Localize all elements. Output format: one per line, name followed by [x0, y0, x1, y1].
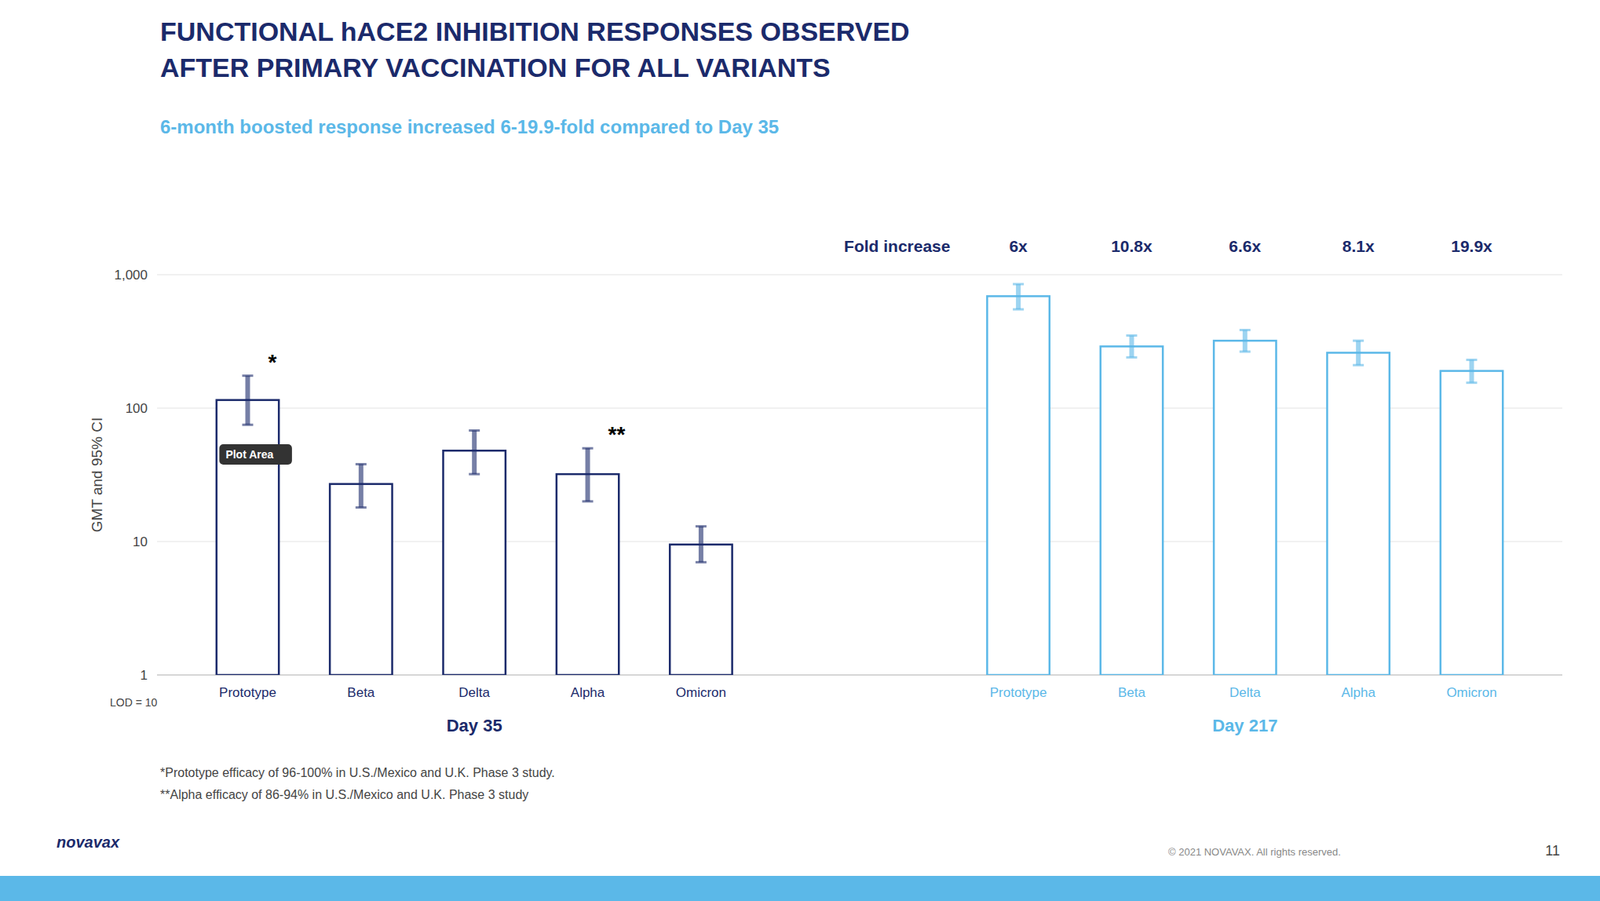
error-bar-cap — [1239, 350, 1251, 354]
bar — [442, 450, 505, 676]
fold-value: 6x — [1008, 237, 1028, 256]
error-bar-stem — [698, 526, 704, 563]
error-bar-stem — [1128, 336, 1134, 358]
y-axis-label: GMT and 95% CI — [88, 417, 106, 533]
fold-value: 19.9x — [1450, 237, 1493, 256]
annotation: ** — [608, 422, 626, 447]
tooltip-text: Plot Area — [225, 448, 274, 461]
x-tick-label: Beta — [1117, 685, 1147, 701]
error-bar-stem — [358, 463, 364, 508]
tooltip-box — [219, 444, 293, 465]
copyright: © 2021 NOVAVAX. All rights reserved. — [1168, 846, 1341, 859]
title: AFTER PRIMARY VACCINATION FOR ALL VARIAN… — [160, 52, 831, 83]
footnote: **Alpha efficacy of 86-94% in U.S./Mexic… — [160, 788, 529, 802]
footnote: *Prototype efficacy of 96-100% in U.S./M… — [160, 766, 556, 780]
bar — [1100, 346, 1163, 676]
x-tick-label: Omicron — [1446, 685, 1497, 701]
grid — [157, 274, 1563, 676]
chart: FUNCTIONAL hACE2 INHIBITION RESPONSES OB… — [0, 0, 1600, 901]
error-bar-cap — [468, 473, 480, 476]
x-tick-label: Prototype — [989, 685, 1048, 701]
tooltip: Plot Area — [219, 444, 293, 465]
group-label: Day 35 — [446, 715, 503, 736]
x-tick-label: Delta — [1229, 685, 1261, 701]
error-bar-stem — [1469, 360, 1475, 384]
error-bar — [1239, 329, 1251, 352]
error-bar-cap — [1125, 334, 1137, 337]
y-tick-label: 10 — [132, 534, 148, 550]
error-bar — [695, 526, 707, 563]
title: FUNCTIONAL hACE2 INHIBITION RESPONSES OB… — [160, 16, 910, 47]
error-bar-stem — [244, 376, 250, 426]
error-bar-cap — [468, 429, 480, 432]
error-bar-cap — [1466, 358, 1478, 362]
error-bar-cap — [1466, 381, 1478, 384]
group-label: Day 217 — [1212, 715, 1278, 736]
bar — [986, 295, 1049, 676]
background — [0, 0, 1600, 901]
error-bar — [468, 430, 480, 475]
error-bar-cap — [1012, 282, 1024, 285]
bar — [1440, 371, 1503, 676]
error-bar — [1012, 284, 1024, 310]
error-bar — [582, 448, 594, 502]
x-tick-label: Alpha — [1340, 685, 1376, 701]
error-bar-cap — [582, 500, 594, 503]
fold-label: Fold increase — [843, 237, 950, 256]
x-tick-label: Delta — [458, 685, 490, 701]
error-bar-cap — [355, 506, 367, 509]
error-bar — [1125, 336, 1137, 358]
error-bar-stem — [1015, 284, 1021, 310]
error-bar-cap — [355, 463, 367, 466]
logo: novavax — [56, 833, 121, 852]
error-bar-cap — [241, 423, 253, 427]
error-bar-cap — [1352, 339, 1364, 343]
error-bar-stem — [471, 430, 477, 475]
y-tick-label: 1 — [140, 668, 148, 684]
x-tick-label: Alpha — [570, 685, 606, 701]
page-number: 11 — [1545, 843, 1560, 859]
bar — [216, 400, 279, 676]
error-bar — [241, 376, 253, 426]
bar — [1326, 352, 1389, 676]
y-tick-label: 100 — [125, 401, 148, 417]
x-tick-label: Beta — [347, 685, 376, 701]
bar — [1213, 340, 1276, 676]
bar — [669, 544, 732, 676]
error-bar — [1466, 360, 1478, 384]
error-bar-cap — [241, 374, 253, 377]
error-bar-cap — [1125, 356, 1137, 359]
y-tick-label: 1,000 — [113, 267, 148, 283]
fold-value: 8.1x — [1342, 237, 1375, 256]
grid-line — [157, 274, 1563, 276]
error-bar-cap — [1352, 364, 1364, 367]
footer-band — [0, 876, 1600, 901]
annotation: * — [267, 350, 277, 375]
marks — [216, 284, 1503, 676]
x-tick-label: Prototype — [219, 685, 277, 701]
error-bar-cap — [1239, 328, 1251, 332]
x-tick-label: Omicron — [675, 685, 727, 701]
bar — [329, 484, 392, 676]
annotation: LOD = 10 — [109, 696, 158, 709]
error-bar-stem — [1355, 340, 1361, 366]
error-bar-stem — [585, 448, 591, 502]
error-bar-stem — [1242, 329, 1248, 352]
error-bar-cap — [695, 561, 707, 564]
fold-value: 6.6x — [1228, 237, 1261, 256]
error-bar-cap — [695, 525, 707, 528]
error-bar — [1352, 340, 1364, 366]
bar — [556, 474, 619, 676]
error-bar-cap — [582, 447, 594, 450]
error-bar — [355, 463, 367, 508]
subtitle: 6-month boosted response increased 6-19.… — [160, 116, 779, 138]
error-bar-cap — [1012, 308, 1024, 311]
fold-value: 10.8x — [1110, 237, 1153, 256]
